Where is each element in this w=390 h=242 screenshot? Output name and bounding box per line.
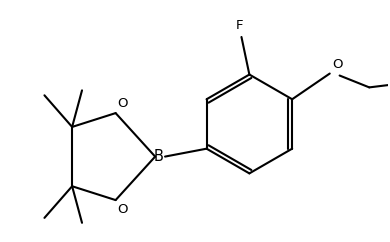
Text: O: O xyxy=(333,58,343,71)
Text: F: F xyxy=(236,19,243,32)
Text: O: O xyxy=(118,203,128,216)
Text: B: B xyxy=(153,149,163,164)
Text: O: O xyxy=(118,97,128,110)
